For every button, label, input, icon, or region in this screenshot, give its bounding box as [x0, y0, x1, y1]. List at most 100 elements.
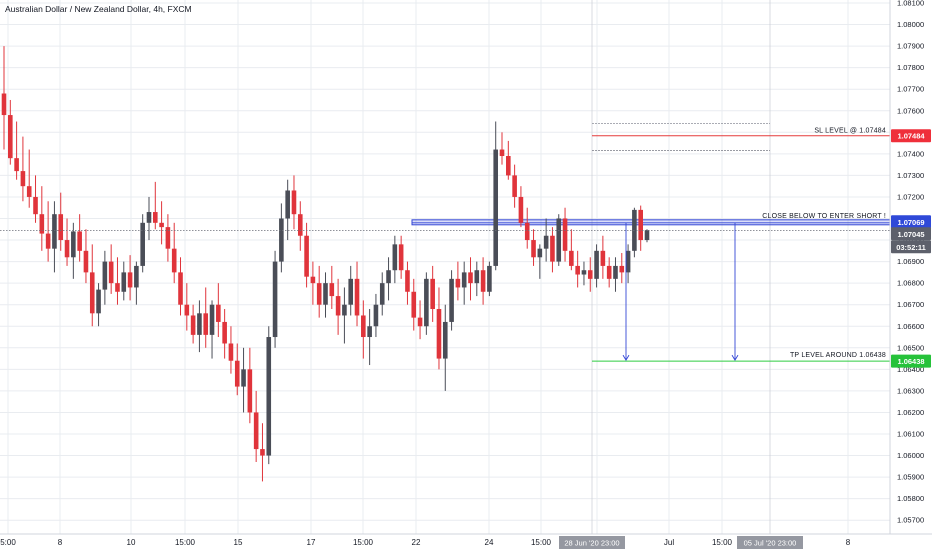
candle-body: [52, 214, 57, 249]
candle-body: [468, 272, 473, 284]
price-tick-label: 1.06600: [897, 322, 924, 331]
candle-body: [310, 276, 316, 284]
candle-body: [71, 231, 76, 258]
candle-body: [159, 222, 164, 228]
candle: [247, 347, 253, 424]
candle-body: [600, 250, 606, 266]
candle-body: [348, 278, 354, 305]
candle-body: [26, 186, 32, 197]
candle: [323, 272, 328, 318]
candle-body: [480, 270, 486, 292]
candle: [33, 175, 38, 223]
candle: [550, 227, 555, 273]
candle: [468, 257, 473, 301]
price-tick-label: 1.05800: [897, 494, 924, 503]
candle-body: [228, 343, 234, 361]
candle: [398, 235, 404, 279]
candle: [600, 235, 606, 279]
current-price-badge: 1.07045: [891, 227, 931, 241]
price-tick-label: 1.06800: [897, 279, 924, 288]
candle-body: [165, 227, 171, 249]
candle-body: [8, 115, 13, 159]
price-tick-label: 1.05700: [897, 516, 924, 525]
candle: [480, 257, 486, 305]
level-annotation: TP LEVEL AROUND 1.06438: [790, 352, 886, 359]
candle-body: [442, 321, 448, 359]
price-tick-label: 1.06000: [897, 451, 924, 460]
candle: [449, 270, 454, 331]
candle-body: [499, 149, 505, 157]
time-tick-label: 17: [307, 538, 316, 547]
candle-body: [342, 304, 347, 316]
candle: [178, 257, 183, 316]
target-arrows: [622, 222, 739, 362]
candle-body: [253, 412, 259, 450]
candle: [499, 132, 505, 165]
price-tick-label: 1.06100: [897, 430, 924, 439]
candle-body: [493, 149, 499, 266]
date-marker-badge: 28 Jun '20 23:00: [559, 536, 625, 549]
candle: [146, 196, 152, 241]
candles: [1, 46, 650, 482]
time-tick-label: 22: [412, 538, 421, 547]
candle: [20, 136, 26, 202]
badge-value: 1.06438: [897, 357, 924, 366]
candle-body: [361, 315, 366, 338]
candle-body: [487, 265, 492, 292]
candle: [115, 257, 120, 305]
candle: [455, 261, 461, 301]
candle: [234, 343, 240, 396]
candle: [613, 257, 618, 292]
candle-body: [234, 360, 240, 387]
candle: [171, 222, 177, 284]
candle: [348, 265, 354, 316]
badge-value: 03:52:11: [896, 243, 926, 252]
candle-body: [1, 93, 7, 116]
candle: [216, 283, 221, 338]
candle-body: [89, 272, 95, 314]
candle: [644, 229, 650, 243]
price-tick-label: 1.06900: [897, 257, 924, 266]
candle-body: [606, 265, 612, 279]
candle: [304, 222, 309, 288]
candle-body: [398, 244, 404, 271]
candle: [253, 390, 259, 463]
candle: [14, 121, 19, 180]
date-marker-label: 05 Jul '20 23:00: [744, 539, 797, 548]
candle-body: [241, 369, 246, 387]
candle: [487, 261, 492, 297]
down-arrow: [622, 222, 630, 362]
time-tick-label: Jul: [664, 538, 674, 547]
candle: [373, 293, 379, 338]
candle-body: [392, 244, 398, 271]
candle-body: [304, 235, 309, 277]
candle-body: [96, 289, 101, 314]
candle: [45, 201, 51, 262]
time-tick-label: 10: [127, 538, 136, 547]
candle: [430, 265, 435, 322]
candle: [77, 214, 82, 262]
time-tick-label: 15:00: [175, 538, 196, 547]
candle-body: [379, 283, 385, 305]
candle-body: [329, 283, 335, 297]
candle-body: [386, 270, 391, 284]
candle: [386, 257, 391, 301]
candle: [102, 250, 108, 305]
candle-body: [550, 235, 555, 262]
candle: [165, 214, 171, 262]
candle-body: [260, 449, 265, 456]
candle-body: [222, 321, 227, 344]
candle-body: [581, 270, 587, 275]
candle-body: [323, 283, 328, 305]
candle: [606, 257, 612, 288]
candle-body: [531, 240, 536, 258]
candle-body: [64, 240, 70, 258]
candle-body: [247, 369, 253, 413]
candle-body: [291, 190, 297, 215]
candle-body: [417, 317, 423, 327]
candle-body: [14, 158, 19, 172]
candle: [442, 304, 448, 391]
countdown-badge: 03:52:11: [891, 240, 931, 254]
time-axis[interactable]: 5:0081015:00151715:00222415:0029Jul15:00…: [0, 536, 851, 549]
